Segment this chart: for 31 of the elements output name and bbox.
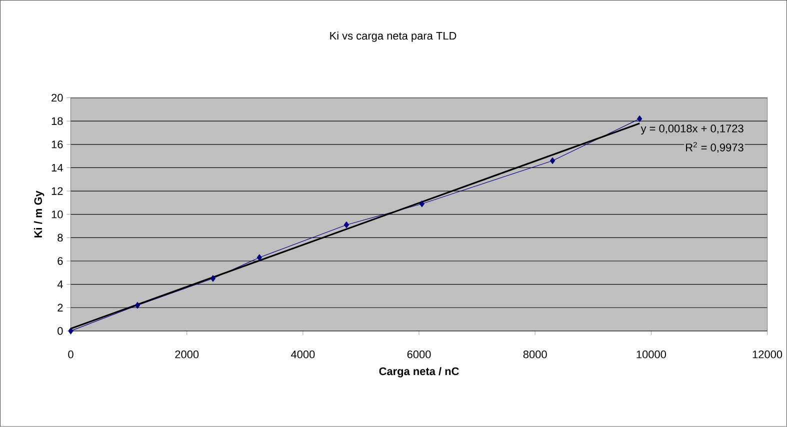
point — [344, 222, 350, 228]
y-tick-label: 20 — [52, 94, 63, 102]
x-tick-label: 10000 — [636, 350, 666, 358]
y-tick-label: 10 — [52, 210, 63, 218]
x-axis-title: Carga neta / nC — [379, 367, 459, 378]
y-tick-label: 16 — [52, 140, 63, 148]
y-tick-label: 6 — [58, 257, 63, 266]
x-tick-label: 0 — [68, 350, 74, 358]
x-tick-label: 4000 — [290, 350, 315, 358]
point — [550, 158, 556, 164]
point — [68, 328, 74, 334]
point — [637, 116, 642, 122]
point — [419, 200, 424, 208]
chart-title: Ki vs carga neta para TLD — [330, 32, 456, 42]
y-axis-title: Ki / m Gy — [34, 190, 44, 238]
annotation: y = 0,0018x + 0,1723 — [640, 124, 744, 135]
y-tick-label: 2 — [58, 304, 63, 312]
y-tick-label: 4 — [57, 280, 63, 288]
x-tick-label: 8000 — [523, 350, 547, 358]
point — [134, 302, 140, 309]
y-tick-label: 8 — [58, 234, 63, 242]
x-tick-label: 6000 — [407, 350, 431, 358]
y-tick-label: 14 — [52, 164, 63, 172]
y-tick-label: 18 — [52, 117, 63, 126]
annotation: R$^{2}$ = 0,9973 — [686, 142, 744, 153]
point — [256, 254, 262, 261]
y-tick-label: 12 — [52, 187, 63, 196]
x-tick-label: 12000 — [752, 350, 782, 358]
y-tick-label: 0 — [58, 327, 63, 335]
x-tick-label: 2000 — [175, 350, 199, 358]
point — [210, 275, 216, 282]
